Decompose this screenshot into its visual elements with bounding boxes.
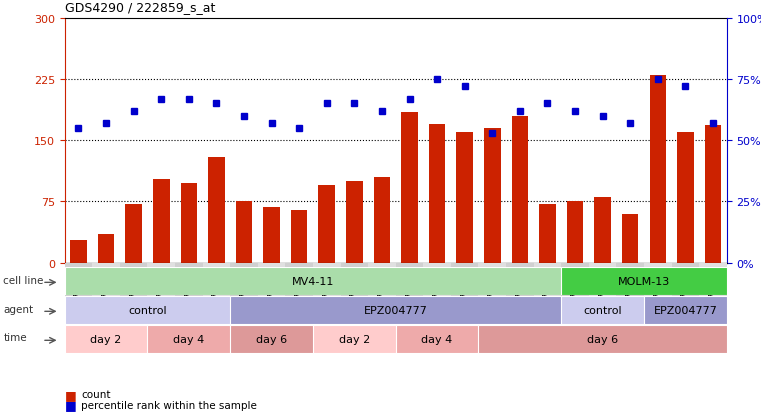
Bar [148, 263, 175, 298]
Bar [644, 263, 671, 298]
Bar [153, 179, 170, 263]
Text: ■: ■ [65, 398, 76, 411]
Text: GSM739151: GSM739151 [74, 265, 83, 316]
Text: GSM739160: GSM739160 [488, 265, 497, 316]
Bar [423, 263, 451, 298]
Text: GSM739152: GSM739152 [101, 265, 110, 316]
Bar [401, 112, 418, 263]
Bar [616, 263, 644, 298]
Text: GSM739153: GSM739153 [129, 265, 139, 316]
Bar [567, 202, 584, 263]
Bar [291, 210, 307, 263]
Text: GSM739169: GSM739169 [571, 265, 580, 316]
Text: GSM739155: GSM739155 [432, 265, 441, 316]
Text: GSM739162: GSM739162 [543, 265, 552, 316]
Text: GSM739167: GSM739167 [681, 265, 690, 316]
Bar [126, 204, 142, 263]
Text: MOLM-13: MOLM-13 [618, 276, 670, 286]
Bar [561, 263, 589, 298]
Bar [318, 186, 335, 263]
Text: count: count [81, 389, 111, 399]
Text: percentile rank within the sample: percentile rank within the sample [81, 400, 257, 410]
Bar [175, 263, 202, 298]
Text: GSM739157: GSM739157 [157, 265, 166, 316]
Bar [511, 116, 528, 263]
Text: day 2: day 2 [339, 334, 370, 344]
Text: time: time [3, 333, 27, 343]
Bar [346, 182, 362, 263]
Bar [120, 263, 148, 298]
Text: GSM739148: GSM739148 [322, 265, 331, 316]
Text: control: control [583, 305, 622, 315]
Bar [533, 263, 561, 298]
Text: control: control [128, 305, 167, 315]
Bar [313, 263, 340, 298]
Bar [209, 157, 224, 263]
Text: GSM739164: GSM739164 [267, 265, 276, 316]
Text: EPZ004777: EPZ004777 [364, 305, 428, 315]
Text: GSM739165: GSM739165 [295, 265, 304, 316]
Text: day 4: day 4 [422, 334, 453, 344]
Bar [677, 133, 694, 263]
Bar [341, 263, 368, 298]
Bar [671, 263, 699, 298]
Bar [539, 204, 556, 263]
Text: GSM739156: GSM739156 [460, 265, 470, 316]
Bar [180, 183, 197, 263]
Bar [374, 178, 390, 263]
Bar [457, 133, 473, 263]
Bar [92, 263, 120, 298]
Bar [285, 263, 313, 298]
Bar [396, 263, 423, 298]
Bar [622, 214, 638, 263]
Bar [705, 126, 721, 263]
Bar [236, 202, 252, 263]
Bar [699, 263, 727, 298]
Bar [202, 263, 230, 298]
Bar [589, 263, 616, 298]
Text: GDS4290 / 222859_s_at: GDS4290 / 222859_s_at [65, 1, 215, 14]
Text: GSM739149: GSM739149 [350, 265, 359, 316]
Bar [65, 263, 92, 298]
Text: GSM739158: GSM739158 [184, 265, 193, 316]
Text: GSM739150: GSM739150 [377, 265, 387, 316]
Text: GSM739161: GSM739161 [515, 265, 524, 316]
Text: agent: agent [3, 304, 33, 314]
Text: GSM739171: GSM739171 [626, 265, 635, 316]
Bar [70, 240, 87, 263]
Bar [263, 208, 280, 263]
Text: day 6: day 6 [587, 334, 618, 344]
Bar [506, 263, 533, 298]
Text: GSM739166: GSM739166 [653, 265, 662, 316]
Text: GSM739154: GSM739154 [405, 265, 414, 316]
Text: ■: ■ [65, 388, 76, 401]
Bar [649, 76, 666, 263]
Bar [97, 235, 114, 263]
Text: day 2: day 2 [91, 334, 122, 344]
Text: GSM739170: GSM739170 [598, 265, 607, 316]
Bar [230, 263, 258, 298]
Text: GSM739159: GSM739159 [212, 265, 221, 316]
Bar [258, 263, 285, 298]
Bar [451, 263, 479, 298]
Text: EPZ004777: EPZ004777 [654, 305, 718, 315]
Bar [479, 263, 506, 298]
Bar [368, 263, 396, 298]
Bar [484, 128, 501, 263]
Text: cell line: cell line [3, 275, 43, 285]
Text: day 4: day 4 [174, 334, 205, 344]
Text: day 6: day 6 [256, 334, 287, 344]
Text: GSM739168: GSM739168 [708, 265, 718, 316]
Text: GSM739163: GSM739163 [240, 265, 249, 316]
Bar [594, 198, 611, 263]
Bar [429, 125, 445, 263]
Text: MV4-11: MV4-11 [291, 276, 334, 286]
